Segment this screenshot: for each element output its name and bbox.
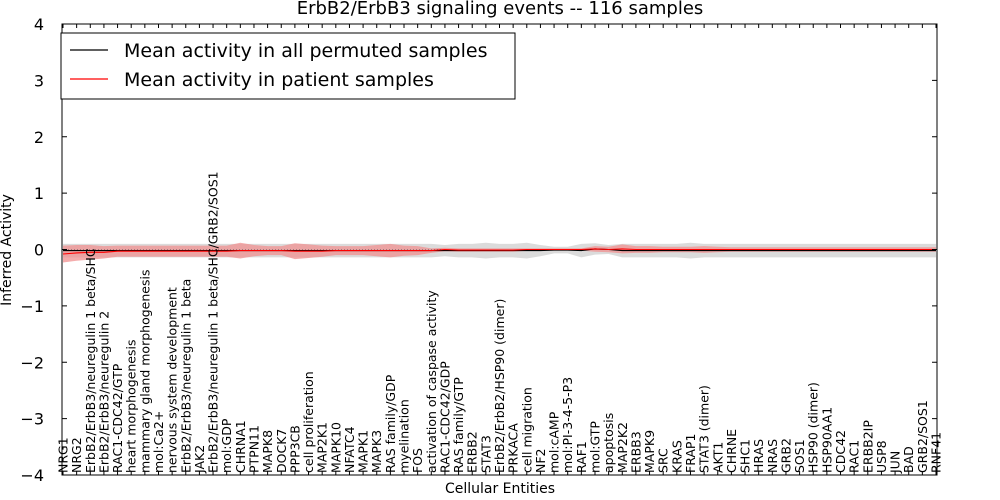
x-tick-label: FOS — [410, 448, 425, 473]
y-tick-label: 2 — [34, 128, 44, 147]
x-tick-label: NRG2 — [69, 437, 84, 473]
x-tick-label: MAP2K2 — [615, 422, 630, 473]
x-tick-label: myelination — [397, 399, 412, 473]
x-tick-label: MAPK3 — [369, 430, 384, 473]
x-tick-label: SRC — [656, 448, 671, 473]
band-series-1 — [63, 242, 936, 263]
y-axis: −4 −3 −2 −1 0 1 2 3 4 — [20, 15, 937, 485]
x-tick-label: GRB2/SOS1 — [915, 400, 930, 473]
x-tick-label: CHRNE — [724, 429, 739, 473]
y-axis-label: Inferred Activity — [0, 194, 15, 306]
x-tick-label: SHC1 — [738, 439, 753, 473]
x-tick-label: RAC1 — [847, 440, 862, 473]
x-tick-label: nervous system development — [165, 287, 180, 473]
x-tick-label: RAS family/GDP — [383, 374, 398, 473]
x-tick-label: GRB2 — [779, 438, 794, 473]
x-tick-label: HSP90 (dimer) — [806, 382, 821, 473]
legend-box — [60, 32, 516, 100]
y-tick-label: −4 — [20, 466, 44, 485]
x-tick-label: CHRNA1 — [233, 420, 248, 473]
x-tick-label: mammary gland morphogenesis — [137, 270, 152, 473]
x-tick-label: RAF1 — [574, 441, 589, 473]
y-tick-label: 4 — [34, 15, 44, 34]
x-tick-label: STAT3 — [478, 435, 493, 473]
x-tick-label: PRKACA — [506, 423, 521, 473]
x-tick-label: mol:cAMP — [547, 411, 562, 473]
x-tick-label: mol:GDP — [219, 418, 234, 473]
x-tick-label: PTPN11 — [247, 425, 262, 473]
x-tick-label: cell migration — [519, 387, 534, 473]
x-tick-label: MAPK9 — [642, 430, 657, 473]
x-tick-label: ERBB2 — [465, 431, 480, 473]
series-lines — [62, 248, 936, 255]
y-tick-label: 0 — [34, 241, 44, 260]
x-axis-label: Cellular Entities — [445, 481, 555, 497]
x-tick-label: KRAS — [669, 440, 684, 473]
x-tick-label: mol:Ca2+ — [151, 411, 166, 473]
x-tick-label: RAC1-CDC42/GTP — [110, 363, 125, 473]
x-tick-label: AKT1 — [710, 442, 725, 473]
x-tick-label: ErbB2/ErbB3/neuregulin 1 beta/SHC/GRB2/S… — [206, 171, 221, 473]
x-tick-label: ErbB2/ErbB2/HSP90 (dimer) — [492, 299, 507, 473]
x-tick-label: BAD — [901, 446, 916, 473]
x-tick-label: activation of caspase activity — [424, 290, 439, 473]
x-tick-label: RAC1-CDC42/GDP — [437, 361, 452, 473]
x-tick-label: MAPK1 — [356, 430, 371, 473]
x-tick-label: STAT3 (dimer) — [697, 385, 712, 473]
x-tick-label: ERBB3 — [628, 431, 643, 473]
chart-title: ErbB2/ErbB3 signaling events -- 116 samp… — [297, 0, 704, 19]
y-tick-label: −2 — [20, 353, 44, 372]
legend-label-permuted: Mean activity in all permuted samples — [124, 40, 487, 62]
x-tick-label: HSP90AA1 — [819, 407, 834, 473]
legend-label-patient: Mean activity in patient samples — [124, 69, 434, 91]
x-tick-label: NF2 — [533, 449, 548, 474]
x-tick-label: NFATC4 — [342, 426, 357, 473]
x-tick-label: JUN — [888, 451, 903, 474]
x-tick-label: heart morphogenesis — [124, 340, 139, 474]
x-tick-label: mol:GTP — [588, 421, 603, 473]
y-tick-label: −3 — [20, 410, 44, 429]
x-tick-label: RAS family/GTP — [451, 377, 466, 473]
x-tick-label: MAPK8 — [260, 430, 275, 473]
x-tick-label: mol:PI-3-4-5-P3 — [560, 377, 575, 473]
legend: Mean activity in all permuted samples Me… — [60, 32, 516, 100]
x-tick-label: MAP2K1 — [315, 422, 330, 473]
x-tick-label: DOCK7 — [274, 429, 289, 473]
y-tick-label: 3 — [34, 71, 44, 90]
x-tick-label: USP8 — [874, 440, 889, 473]
error-bands — [63, 242, 936, 263]
x-tick-label: SOS1 — [792, 439, 807, 473]
line-series-1 — [62, 248, 936, 255]
x-tick-label: NRG1 — [56, 437, 71, 473]
x-tick-label: HRAS — [751, 439, 766, 473]
x-tick-label: apoptosis — [601, 413, 616, 473]
x-tick-label: PPP3CB — [287, 425, 302, 473]
x-tick-label: ErbB2/ErbB3/neuregulin 2 — [96, 311, 111, 473]
x-tick-label: RNF41 — [929, 432, 944, 473]
y-tick-label: 1 — [34, 184, 44, 203]
x-tick-label: ErbB2/ErbB3/neuregulin 1 beta/SHC — [83, 248, 98, 473]
x-tick-label: ErbB2/ErbB3/neuregulin 1 beta — [178, 279, 193, 473]
x-tick-label: FRAP1 — [683, 434, 698, 473]
x-tick-label: cell proliferation — [301, 371, 316, 473]
x-tick-label: MAPK10 — [328, 422, 343, 473]
x-tick-label: ERBB2IP — [860, 420, 875, 473]
x-tick-label: JAK2 — [192, 445, 207, 474]
x-tick-label: NRAS — [765, 439, 780, 473]
y-tick-label: −1 — [20, 297, 44, 316]
x-tick-label: CDC42 — [833, 430, 848, 473]
